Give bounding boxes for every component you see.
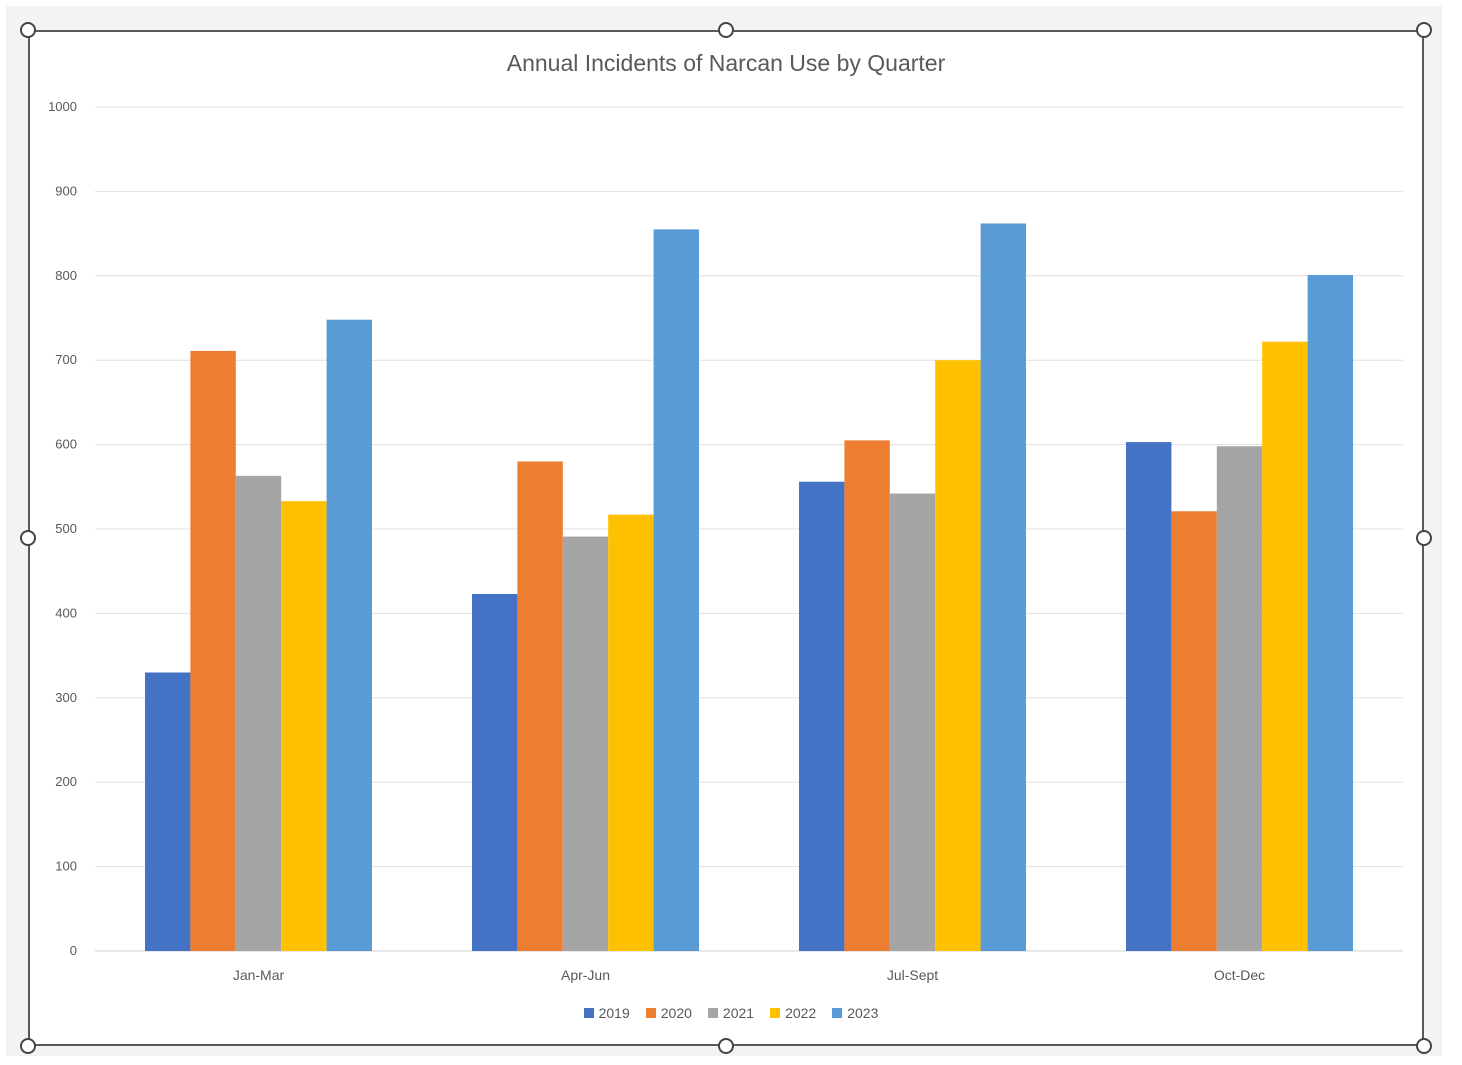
bar-2019-jul-sept[interactable] [799, 481, 845, 951]
bar-2020-jul-sept[interactable] [844, 440, 890, 951]
resize-handle-bottom-right[interactable] [1416, 1038, 1432, 1054]
y-tick-label: 1000 [48, 99, 77, 114]
y-tick-label: 300 [55, 690, 77, 705]
bar-2022-jul-sept[interactable] [935, 360, 981, 951]
legend-item-2019[interactable]: 2019 [583, 1005, 630, 1021]
y-tick-label: 900 [55, 183, 77, 198]
y-tick-label: 0 [70, 943, 77, 958]
x-tick-label: Jul-Sept [887, 967, 938, 983]
bar-2019-oct-dec[interactable] [1126, 442, 1172, 951]
legend-swatch [583, 1008, 594, 1018]
legend-label: 2022 [785, 1005, 817, 1021]
bar-2019-jan-mar[interactable] [145, 672, 191, 951]
bar-2021-apr-jun[interactable] [562, 536, 609, 951]
legend-label: 2019 [598, 1005, 630, 1021]
y-tick-label: 100 [55, 859, 77, 874]
bar-2020-apr-jun[interactable] [517, 461, 563, 951]
resize-handle-middle-right[interactable] [1416, 530, 1432, 546]
bar-2023-jul-sept[interactable] [980, 223, 1026, 952]
y-tick-label: 700 [55, 352, 77, 367]
x-tick-label: Oct-Dec [1214, 967, 1265, 983]
resize-handle-middle-left[interactable] [20, 530, 36, 546]
bar-2022-jan-mar[interactable] [281, 501, 327, 951]
y-tick-label: 800 [55, 268, 77, 283]
chart-legend[interactable]: 2019 2020 2021 2022 2023 [0, 1005, 1462, 1021]
bar-2020-oct-dec[interactable] [1171, 511, 1217, 951]
bar-2021-jan-mar[interactable] [235, 475, 282, 951]
legend-swatch [645, 1008, 656, 1018]
bar-2020-jan-mar[interactable] [190, 350, 236, 951]
bar-2022-oct-dec[interactable] [1262, 341, 1308, 952]
legend-item-2022[interactable]: 2022 [770, 1005, 816, 1021]
y-tick-label: 200 [55, 774, 77, 789]
bar-2021-oct-dec[interactable] [1216, 446, 1263, 951]
resize-handle-bottom-left[interactable] [20, 1038, 36, 1054]
legend-label: 2021 [722, 1005, 755, 1021]
bar-2023-oct-dec[interactable] [1307, 274, 1353, 951]
bar-2019-apr-jun[interactable] [472, 593, 518, 951]
x-tick-label: Apr-Jun [561, 967, 610, 983]
y-tick-label: 400 [55, 605, 77, 620]
bar-2023-jan-mar[interactable] [326, 319, 372, 951]
y-tick-label: 500 [55, 521, 77, 536]
resize-handle-top-left[interactable] [20, 22, 36, 38]
bar-2021-jul-sept[interactable] [889, 493, 936, 951]
resize-handle-top-center[interactable] [718, 22, 734, 38]
legend-label: 2023 [847, 1005, 879, 1021]
legend-item-2023[interactable]: 2023 [832, 1005, 878, 1021]
legend-label: 2020 [660, 1005, 692, 1021]
chart-title[interactable]: Annual Incidents of Narcan Use by Quarte… [506, 50, 946, 76]
y-tick-label: 600 [55, 437, 77, 452]
bar-2022-apr-jun[interactable] [608, 514, 654, 951]
x-tick-label: Jan-Mar [233, 967, 285, 983]
legend-item-2021[interactable]: 2021 [707, 1005, 755, 1021]
resize-handle-bottom-center[interactable] [718, 1038, 734, 1054]
legend-item-2020[interactable]: 2020 [645, 1005, 692, 1021]
resize-handle-top-right[interactable] [1416, 22, 1432, 38]
bar-2023-apr-jun[interactable] [653, 229, 699, 951]
legend-swatch [832, 1008, 843, 1018]
legend-swatch [770, 1008, 781, 1018]
legend-swatch [707, 1008, 718, 1018]
